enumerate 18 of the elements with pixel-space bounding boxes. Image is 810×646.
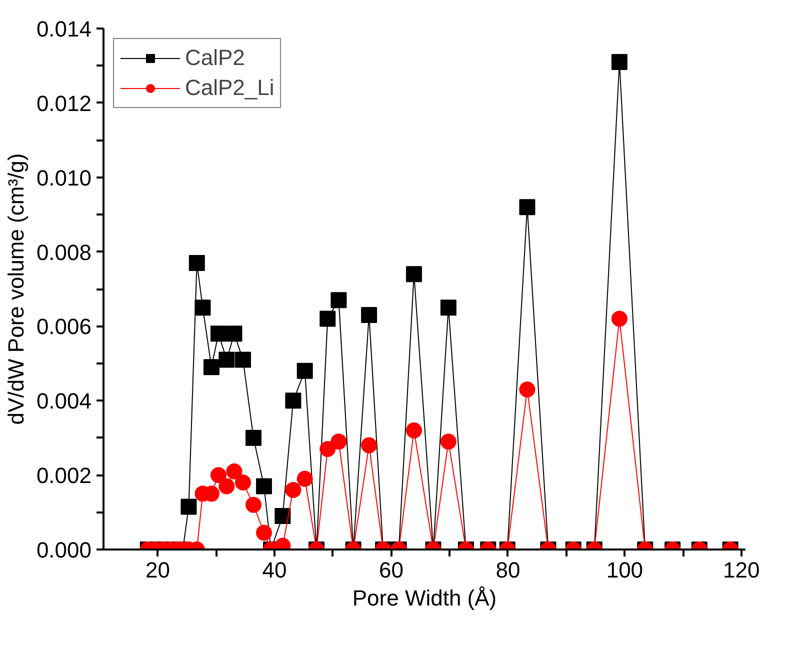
y-axis-title: dV/dW Pore volume (cm³/g) [3,153,28,425]
legend-label: CalP2 [185,45,245,71]
x-tick-label: 100 [606,558,644,582]
x-tick-label: 80 [496,558,520,582]
x-tick-label: 40 [262,558,287,582]
x-tick-label: 20 [146,558,170,582]
y-tick-label: 0.006 [36,314,92,340]
y-tick-label: 0.014 [36,16,92,42]
x-tick-label: 120 [723,558,760,582]
y-tick-label: 0.010 [36,165,92,190]
y-tick-label: 0.004 [36,388,92,414]
x-axis-title: Pore Width (Å) [352,586,497,610]
y-tick-label: 0.002 [36,463,92,488]
y-tick-label: 0.000 [36,538,92,562]
x-tick-label: 60 [378,558,404,582]
y-tick-label: 0.008 [36,240,92,265]
y-tick-label: 0.012 [36,90,92,116]
legend-label: CalP2_Li [185,75,274,101]
